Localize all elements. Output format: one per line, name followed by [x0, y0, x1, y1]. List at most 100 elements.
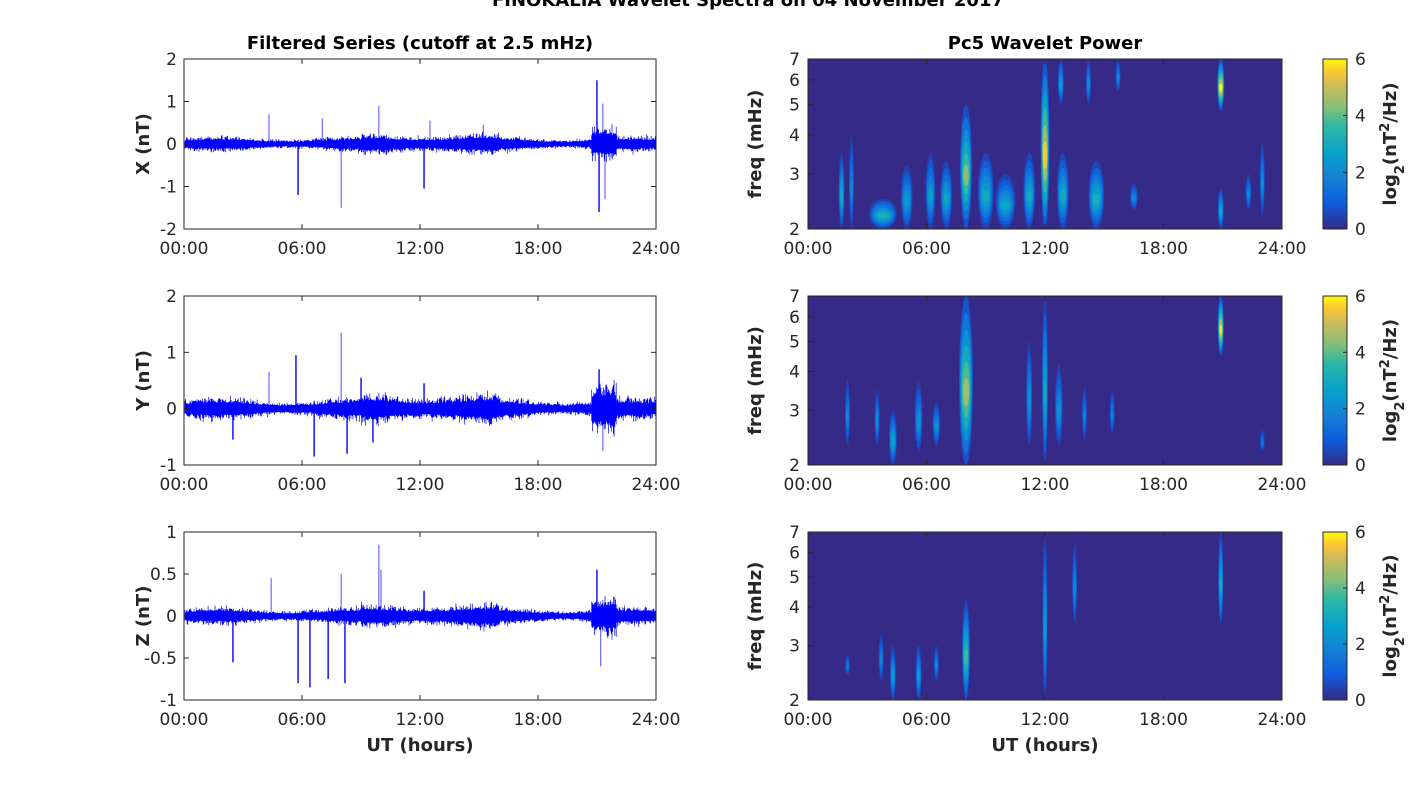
- wavelet-z-colorbar-label: log2(nT2/Hz): [1378, 554, 1408, 677]
- wavelet-y-power-blobs: [845, 296, 1265, 465]
- series-z-ytick-label: -0.5: [144, 649, 177, 669]
- series-x-xtick-label: 12:00: [396, 239, 445, 259]
- wavelet-z-blob: [917, 671, 920, 681]
- series-x-xtick-label: 24:00: [632, 239, 681, 259]
- wavelet-x-colorbar-tick-label: 6: [1355, 50, 1366, 70]
- series-x-ylabel: X (nT): [133, 113, 154, 175]
- wavelet-z-ytick-label: 5: [789, 568, 800, 588]
- series-x-xtick-label: 06:00: [278, 239, 327, 259]
- series-z-ytick-label: 1: [166, 523, 177, 543]
- wavelet-y-colorbar-tick-label: 0: [1355, 456, 1366, 476]
- wavelet-x-colorbar-label: log2(nT2/Hz): [1378, 82, 1408, 205]
- series-x-ytick-label: 0: [166, 135, 177, 155]
- wavelet-y-blob: [1219, 324, 1223, 335]
- wavelet-x-blob: [1000, 200, 1011, 210]
- wavelet-x-blob: [1261, 177, 1264, 191]
- wavelet-z-blob: [891, 671, 895, 681]
- wavelet-y-blob: [1057, 404, 1061, 418]
- wavelet-x-blob: [1043, 141, 1047, 170]
- wavelet-z-colorbar-tick-label: 4: [1355, 579, 1366, 599]
- series-x-ytick-label: -1: [160, 178, 177, 198]
- wavelet-z-xlabel: UT (hours): [991, 735, 1098, 756]
- wavelet-z-colorbar-gradient: [1322, 531, 1348, 701]
- wavelet-x-blob: [963, 164, 969, 186]
- wavelet-x-xtick-label: 06:00: [902, 239, 951, 259]
- series-z-xtick-label: 00:00: [160, 710, 209, 730]
- wavelet-y-blob: [916, 415, 921, 428]
- left-column-title: Filtered Series (cutoff at 2.5 mHz): [247, 33, 593, 54]
- wavelet-y-blob: [1111, 411, 1114, 420]
- series-z-xlabel: UT (hours): [366, 735, 473, 756]
- wavelet-x-power-blobs: [838, 59, 1265, 230]
- series-y-xtick-label: 12:00: [396, 475, 445, 495]
- series-z-xtick-label: 06:00: [278, 710, 327, 730]
- wavelet-y-blob: [1027, 392, 1031, 410]
- wavelet-y-blob: [875, 416, 879, 427]
- series-y-axes-box: [183, 295, 657, 466]
- wavelet-z-ytick-label: 6: [789, 544, 800, 564]
- wavelet-x-blob: [943, 193, 949, 206]
- wavelet-x-colorbar-tick-label: 2: [1355, 163, 1366, 183]
- wavelet-x-blob: [1087, 81, 1090, 89]
- wavelet-y-blob: [891, 436, 895, 446]
- series-x-ytick-label: 2: [166, 50, 177, 70]
- wavelet-x-colorbar-tick-label: 4: [1355, 107, 1366, 127]
- wavelet-z-xtick-label: 18:00: [1139, 710, 1188, 730]
- wavelet-y-ytick-label: 6: [789, 308, 800, 328]
- series-x-ytick-label: 1: [166, 93, 177, 113]
- series-y-xtick-label: 18:00: [514, 475, 563, 495]
- wavelet-z-xtick-label: 12:00: [1021, 710, 1070, 730]
- wavelet-y-blob: [1043, 377, 1047, 406]
- wavelet-x-xtick-label: 00:00: [784, 239, 833, 259]
- wavelet-x-blob: [876, 213, 890, 219]
- wavelet-x-xtick-label: 24:00: [1258, 239, 1307, 259]
- wavelet-y-xtick-label: 00:00: [784, 475, 833, 495]
- series-z-xtick-label: 24:00: [632, 710, 681, 730]
- series-y-ytick-label: 1: [166, 343, 177, 363]
- wavelet-x-blob: [1247, 191, 1250, 198]
- wavelet-x-ytick-label: 6: [789, 71, 800, 91]
- wavelet-x-ytick-label: 4: [789, 126, 800, 146]
- wavelet-z-colorbar-tick-label: 0: [1355, 691, 1366, 711]
- wavelet-x-blob: [1116, 74, 1120, 81]
- wavelet-y-ytick-label: 3: [789, 401, 800, 421]
- series-y-xtick-label: 24:00: [632, 475, 681, 495]
- wavelet-x-colorbar-gradient: [1322, 58, 1348, 230]
- wavelet-y-blob: [1083, 412, 1086, 422]
- series-y-ytick-label: -1: [160, 456, 177, 476]
- series-z-trace: [184, 544, 656, 688]
- wavelet-x-ytick-label: 5: [789, 96, 800, 116]
- wavelet-y-colorbar-label: log2(nT2/Hz): [1378, 319, 1408, 442]
- wavelet-y-blob: [934, 423, 939, 431]
- wavelet-z-colorbar-tick-label: 2: [1355, 635, 1366, 655]
- wavelet-x-blob: [850, 180, 853, 197]
- wavelet-y-xtick-label: 18:00: [1139, 475, 1188, 495]
- wavelet-x-blob: [1219, 207, 1223, 215]
- wavelet-y-ytick-label: 5: [789, 332, 800, 352]
- wavelet-x-blob: [1092, 193, 1100, 206]
- wavelet-x-xtick-label: 12:00: [1021, 239, 1070, 259]
- wavelet-z-blob: [1073, 582, 1076, 596]
- wavelet-x-blob: [1060, 189, 1066, 203]
- wavelet-x-ylabel: freq (mHz): [745, 90, 766, 199]
- series-y-ytick-label: 0: [166, 400, 177, 420]
- wavelet-z-ylabel: freq (mHz): [745, 562, 766, 671]
- wavelet-y-blob: [1261, 440, 1264, 445]
- wavelet-x-blob: [1219, 83, 1223, 93]
- wavelet-y-colorbar-tick-label: 6: [1355, 287, 1366, 307]
- wavelet-z-power-blobs: [845, 532, 1224, 701]
- wavelet-x-ytick-label: 3: [789, 165, 800, 185]
- series-z-ytick-label: -1: [160, 691, 177, 711]
- wavelet-z-xtick-label: 00:00: [784, 710, 833, 730]
- wavelet-z-blob: [846, 664, 849, 669]
- wavelet-x-blob: [982, 189, 990, 203]
- series-z-ytick-label: 0: [166, 607, 177, 627]
- wavelet-y-ytick-label: 7: [789, 287, 800, 307]
- series-y-ytick-label: 2: [166, 287, 177, 307]
- wavelet-y-colorbar: 0 2 4 6 log2(nT2/Hz): [1322, 287, 1408, 476]
- wavelet-z-xtick-label: 06:00: [902, 710, 951, 730]
